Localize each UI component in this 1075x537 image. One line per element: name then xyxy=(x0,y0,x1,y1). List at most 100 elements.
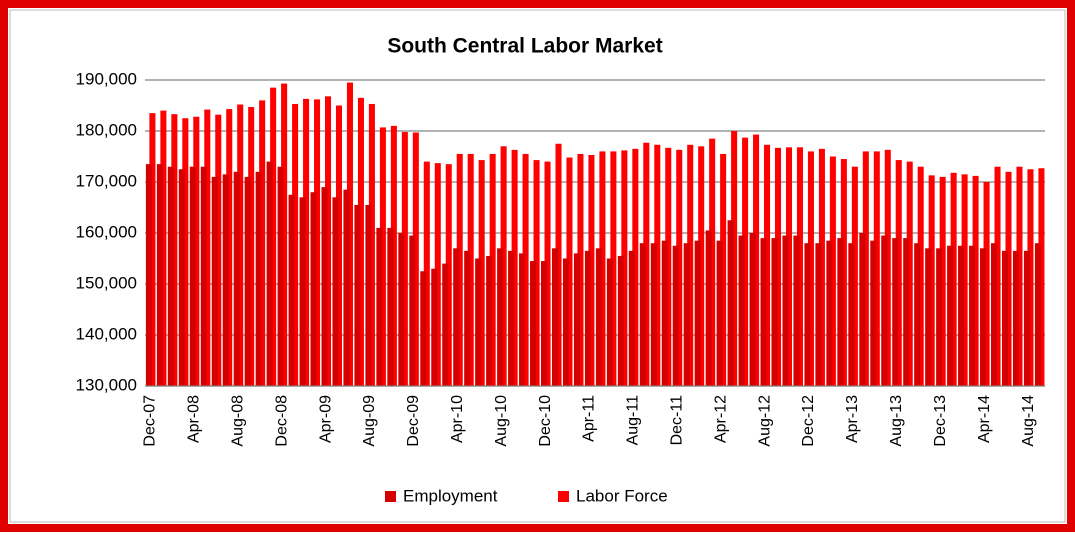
bar xyxy=(160,110,167,386)
bar xyxy=(588,154,595,386)
bar xyxy=(508,250,515,386)
bar xyxy=(551,248,559,386)
bar xyxy=(530,261,537,386)
bar xyxy=(599,151,606,386)
x-tick-label: Dec-07 xyxy=(142,395,159,447)
bar xyxy=(434,163,441,386)
bar xyxy=(562,258,569,386)
bar xyxy=(859,233,866,386)
bar xyxy=(533,160,540,386)
bar xyxy=(299,197,306,386)
bar xyxy=(837,238,844,386)
bar xyxy=(848,243,855,386)
bar xyxy=(412,132,419,386)
legend-swatch xyxy=(558,491,569,502)
bar xyxy=(321,187,328,386)
bar xyxy=(991,243,998,386)
bar xyxy=(325,96,332,386)
bar xyxy=(760,238,767,386)
bar xyxy=(335,105,343,386)
bar xyxy=(193,116,200,386)
bar xyxy=(917,166,924,386)
x-tick-label: Dec-08 xyxy=(273,395,290,447)
bar xyxy=(478,160,485,386)
x-tick-label: Aug-13 xyxy=(888,395,905,447)
bar xyxy=(709,138,716,386)
bar xyxy=(840,159,847,386)
bar xyxy=(453,248,460,386)
x-tick-label: Aug-09 xyxy=(361,395,378,447)
bar xyxy=(782,235,789,386)
bar xyxy=(215,114,222,387)
bar xyxy=(892,238,899,386)
bar xyxy=(420,271,427,386)
bar xyxy=(368,103,375,386)
bar xyxy=(266,161,273,386)
bar xyxy=(1016,166,1023,386)
bar xyxy=(939,176,946,386)
bar xyxy=(862,151,869,386)
bar xyxy=(442,263,449,386)
bar xyxy=(595,248,602,386)
bar xyxy=(237,104,244,386)
bar xyxy=(870,240,877,386)
bar xyxy=(698,146,705,386)
bar xyxy=(672,245,679,386)
bar xyxy=(873,151,880,386)
bar xyxy=(785,147,793,386)
bar xyxy=(903,238,910,386)
bar xyxy=(936,248,943,386)
bar xyxy=(211,176,218,386)
bar xyxy=(511,149,518,386)
x-tick-label: Apr-09 xyxy=(317,395,334,443)
bar xyxy=(650,243,657,386)
bar xyxy=(486,255,493,386)
x-tick-label: Apr-14 xyxy=(976,395,993,443)
x-tick-label: Aug-11 xyxy=(625,395,642,446)
bar xyxy=(145,164,152,386)
bar xyxy=(200,166,207,386)
legend-label: Employment xyxy=(403,486,498,505)
bar xyxy=(1001,250,1009,386)
bar xyxy=(610,151,617,386)
bar xyxy=(423,161,430,386)
x-tick-label: Apr-10 xyxy=(449,395,466,443)
bar xyxy=(376,227,383,386)
bar xyxy=(727,220,734,386)
bar xyxy=(818,148,825,386)
bar xyxy=(204,109,211,386)
bar xyxy=(1027,169,1034,386)
bar xyxy=(555,143,562,386)
bar xyxy=(573,253,580,386)
bar xyxy=(738,235,745,386)
bar xyxy=(584,250,591,386)
bar xyxy=(149,113,156,387)
bar xyxy=(753,134,760,386)
bar xyxy=(749,233,756,386)
x-tick-label: Apr-12 xyxy=(712,395,729,443)
bar xyxy=(661,240,668,386)
x-tick-label: Aug-08 xyxy=(230,395,247,447)
bar xyxy=(270,87,277,387)
legend-swatch xyxy=(385,491,396,502)
y-tick-label: 180,000 xyxy=(76,120,137,139)
bar xyxy=(577,153,584,386)
bar xyxy=(475,258,482,386)
bar xyxy=(771,238,778,386)
x-tick-label: Dec-09 xyxy=(405,395,422,447)
bar xyxy=(958,245,965,386)
bar xyxy=(815,243,822,386)
bar xyxy=(464,250,471,386)
bar xyxy=(793,235,800,386)
x-tick-label: Dec-10 xyxy=(537,395,554,447)
bar xyxy=(255,171,262,386)
bar xyxy=(288,194,295,386)
bar xyxy=(390,125,397,387)
bar xyxy=(731,131,738,386)
bar xyxy=(259,100,266,387)
bar xyxy=(775,147,782,386)
bar xyxy=(401,132,408,386)
x-tick-label: Aug-12 xyxy=(756,395,773,447)
bar xyxy=(566,157,573,386)
bar xyxy=(244,176,251,386)
